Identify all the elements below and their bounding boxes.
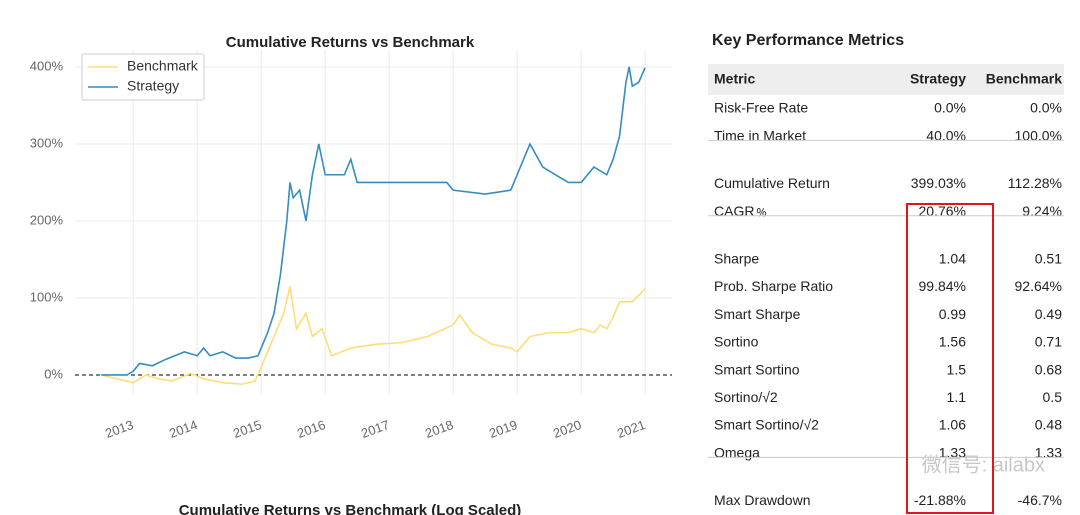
series-line <box>101 286 646 386</box>
table-cell: 0.49 <box>1035 306 1062 322</box>
table-cell: 1.06 <box>939 417 966 433</box>
table-cell: CAGR﹪ <box>714 203 768 219</box>
metrics-title: Key Performance Metrics <box>712 32 904 49</box>
table-cell: Smart Sortino/√2 <box>714 417 819 433</box>
table-cell: 1.33 <box>1035 444 1062 460</box>
y-tick-label: 0% <box>44 366 63 381</box>
series-line <box>101 66 646 376</box>
table-cell: 399.03% <box>911 175 966 191</box>
x-tick-label: 2020 <box>551 417 583 441</box>
table-cell: Sharpe <box>714 251 759 267</box>
highlight-box <box>906 203 994 514</box>
table-cell: Risk-Free Rate <box>714 100 808 116</box>
table-cell: 99.84% <box>919 278 966 294</box>
y-tick-label: 200% <box>30 212 64 227</box>
watermark: 微信号: ailabx <box>922 453 1045 476</box>
table-cell: 0.71 <box>1035 334 1062 350</box>
table-cell: 20.76% <box>919 203 966 219</box>
table-cell: 0.68 <box>1035 361 1062 377</box>
table-cell: 1.33 <box>939 444 966 460</box>
table-cell: 1.04 <box>939 251 966 267</box>
y-tick-label: 400% <box>30 58 64 73</box>
table-cell: 0.0% <box>934 100 966 116</box>
x-tick-label: 2017 <box>359 417 391 441</box>
table-cell: -21.88% <box>914 492 966 508</box>
table-cell: Cumulative Return <box>714 175 830 191</box>
table-cell: 1.56 <box>939 334 966 350</box>
table-header: Metric <box>714 71 755 87</box>
table-cell: Omega <box>714 444 760 460</box>
x-tick-label: 2014 <box>167 417 199 441</box>
x-tick-label: 2019 <box>487 417 519 441</box>
y-tick-label: 100% <box>30 289 64 304</box>
y-tick-label: 300% <box>30 135 64 150</box>
table-header-bg <box>708 64 1064 95</box>
table-cell: 0.48 <box>1035 417 1062 433</box>
x-tick-label: 2016 <box>295 417 327 441</box>
table-header: Benchmark <box>986 71 1062 87</box>
table-cell: 1.5 <box>947 361 967 377</box>
x-tick-label: 2015 <box>231 417 263 441</box>
table-cell: Sortino <box>714 334 759 350</box>
table-cell: Max Drawdown <box>714 492 810 508</box>
chart-title: Cumulative Returns vs Benchmark <box>226 34 475 51</box>
table-cell: Sortino/√2 <box>714 389 778 405</box>
next-chart-title: Cumulative Returns vs Benchmark (Log Sca… <box>179 502 522 515</box>
table-cell: Smart Sortino <box>714 361 800 377</box>
table-cell: -46.7% <box>1018 492 1062 508</box>
legend-label: Strategy <box>127 78 179 94</box>
table-cell: Smart Sharpe <box>714 306 801 322</box>
table-header: Strategy <box>910 71 966 87</box>
x-tick-label: 2018 <box>423 417 455 441</box>
legend-label: Benchmark <box>127 58 199 74</box>
table-cell: 0.5 <box>1043 389 1063 405</box>
legend-box <box>81 53 205 101</box>
table-cell: 0.99 <box>939 306 966 322</box>
table-cell: 100.0% <box>1015 127 1062 143</box>
table-cell: 9.24% <box>1022 203 1062 219</box>
table-cell: 0.0% <box>1030 100 1062 116</box>
table-cell: 40.0% <box>926 127 966 143</box>
table-cell: 92.64% <box>1015 278 1062 294</box>
table-cell: Time in Market <box>714 127 806 143</box>
table-cell: Prob. Sharpe Ratio <box>714 278 833 294</box>
x-tick-label: 2013 <box>103 417 135 441</box>
table-cell: 0.51 <box>1035 251 1062 267</box>
table-cell: 1.1 <box>947 389 967 405</box>
table-cell: 112.28% <box>1008 175 1062 191</box>
x-tick-label: 2021 <box>615 417 647 441</box>
